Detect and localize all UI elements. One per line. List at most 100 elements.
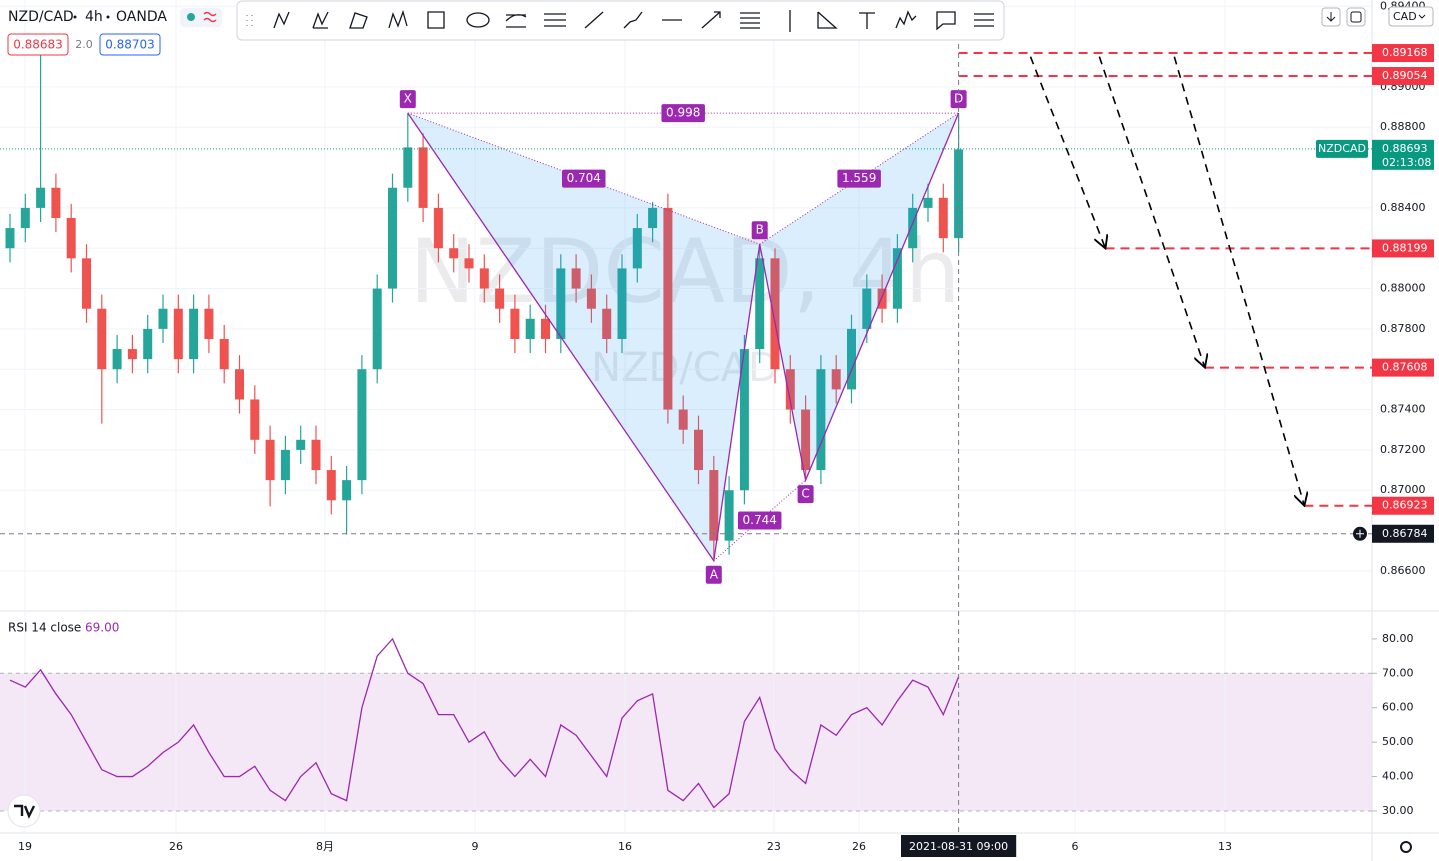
- last-price-name-badge: [1316, 139, 1368, 158]
- crosshair-time: 2021-08-31 09:00: [909, 840, 1008, 853]
- toolbar-tool[interactable]: [584, 11, 604, 29]
- candle-body: [158, 308, 168, 329]
- level-label: 0.86923: [1382, 499, 1428, 512]
- y-tick-label: 0.86600: [1380, 564, 1426, 577]
- point-label: X: [404, 92, 412, 106]
- sell-button[interactable]: [7, 33, 69, 56]
- candle-body: [862, 288, 872, 329]
- candle-body: [250, 399, 260, 440]
- drag-handle: [246, 15, 253, 26]
- rsi-tick-label: 60.00: [1382, 701, 1414, 714]
- candle-body: [357, 369, 367, 481]
- y-tick-label: 0.88400: [1380, 201, 1426, 214]
- ratio-line: [759, 112, 959, 245]
- toolbar-tool[interactable]: [895, 10, 917, 29]
- candle-body: [97, 308, 107, 370]
- candle-body: [51, 187, 61, 218]
- rsi-title: RSI 14 close: [8, 621, 81, 635]
- candle-body: [770, 258, 780, 370]
- dropdown-caret: [1418, 14, 1426, 19]
- toolbar-tool[interactable]: [701, 11, 721, 29]
- y-tick-label: 0.88000: [1380, 282, 1426, 295]
- candle-body: [938, 197, 948, 239]
- toolbar-tool[interactable]: [312, 11, 329, 29]
- toolbar-tool[interactable]: [817, 11, 838, 29]
- candle-body: [571, 268, 581, 289]
- candle-body: [663, 207, 673, 410]
- status-badge[interactable]: [180, 8, 222, 27]
- reset-icon: [1350, 11, 1362, 23]
- last-price-name: NZDCAD: [1318, 142, 1366, 155]
- toolbar-tool[interactable]: [349, 12, 368, 29]
- projection-arrow: [1029, 56, 1106, 249]
- countdown: 02:13:08: [1382, 156, 1431, 169]
- point-label: B: [756, 223, 764, 237]
- toolbar-tool[interactable]: [273, 11, 290, 29]
- spread: 2.0: [75, 38, 93, 51]
- candle-body: [311, 439, 321, 471]
- currency: CAD: [1393, 10, 1417, 23]
- candle-body: [632, 228, 642, 269]
- last-price-value: 0.88693: [1382, 142, 1428, 155]
- drawing-toolbar: [236, 0, 1005, 41]
- rsi-line: [9, 637, 960, 809]
- toolbar-tool[interactable]: [427, 11, 445, 29]
- candle-body: [127, 349, 137, 360]
- symbol[interactable]: NZD/CAD: [8, 9, 74, 25]
- level-label: 0.89054: [1382, 69, 1428, 82]
- reset-button[interactable]: [1346, 7, 1366, 27]
- candle-body: [5, 228, 15, 249]
- candle-body: [189, 308, 199, 360]
- projection-arrow: [1098, 56, 1205, 368]
- candle-body: [923, 197, 933, 208]
- level-badge: [1372, 67, 1434, 86]
- toolbar-tool[interactable]: [740, 12, 760, 29]
- interval[interactable]: 4h: [85, 9, 103, 25]
- separator-dot: [106, 15, 110, 19]
- candle-body: [801, 409, 811, 471]
- candle-body: [831, 369, 841, 390]
- toolbar-panel: [236, 0, 1005, 41]
- toolbar-tool[interactable]: [859, 12, 875, 29]
- candle-body: [388, 187, 398, 289]
- toolbar-tool[interactable]: [466, 12, 490, 28]
- candle-body: [418, 147, 428, 208]
- x-tick-label: 16: [618, 840, 632, 853]
- candle-body: [433, 207, 443, 249]
- x-tick-label: 26: [169, 840, 183, 853]
- y-tick-label: 0.87800: [1380, 322, 1426, 335]
- y-tick-label: 0.87400: [1380, 403, 1426, 416]
- candle-body: [173, 308, 183, 360]
- logo-badge[interactable]: [7, 794, 41, 828]
- candle-body: [877, 288, 887, 309]
- toolbar-tool[interactable]: [544, 13, 566, 27]
- candle-body: [510, 308, 520, 339]
- candle-body: [541, 318, 551, 339]
- ratio-label: 0.704: [567, 171, 601, 185]
- symbol-header: NZD/CAD 4h OANDA 0.88683 2.0 0.88703: [7, 8, 222, 56]
- candle-body: [372, 288, 382, 370]
- candle-body: [908, 207, 918, 249]
- pattern-fill: [759, 113, 959, 481]
- bid-price: 0.88683: [13, 38, 63, 52]
- candle-body: [449, 248, 459, 259]
- buy-button[interactable]: [99, 33, 161, 56]
- ask-price: 0.88703: [105, 38, 155, 52]
- toolbar-tool[interactable]: [974, 13, 994, 27]
- toolbar-tool[interactable]: [505, 14, 527, 28]
- toolbar-tool[interactable]: [936, 11, 956, 31]
- settings-icon[interactable]: [1400, 841, 1412, 853]
- candle-body: [785, 369, 795, 410]
- toolbar-tool[interactable]: [623, 11, 643, 29]
- candle-body: [724, 490, 734, 541]
- ratio-label: 1.559: [842, 171, 876, 185]
- level-badge: [1372, 496, 1434, 515]
- rsi-band-fill: [0, 673, 1372, 811]
- currency-dropdown[interactable]: [1388, 6, 1434, 27]
- ratio-badge: [562, 169, 606, 188]
- logo-glyph: [14, 804, 36, 819]
- candle-body: [403, 147, 413, 188]
- toolbar-tool[interactable]: [388, 9, 408, 29]
- rsi-tick-label: 50.00: [1382, 735, 1414, 748]
